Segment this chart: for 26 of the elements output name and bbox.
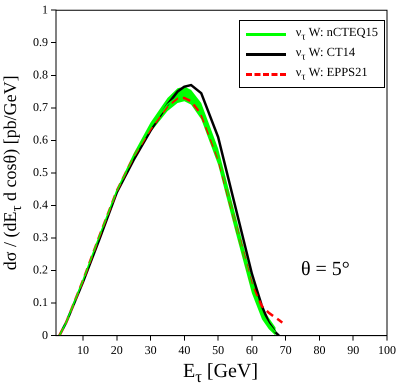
legend-label: ν$_{τ}$ W: EPPS21 <box>296 65 368 83</box>
y-tick-label: 0.4 <box>33 198 48 212</box>
x-tick-label: 20 <box>110 342 123 357</box>
y-tick-label: 0.1 <box>33 295 48 310</box>
annotation: θ = 5° <box>300 258 350 280</box>
legend-label: ν$_{τ}$ W: CT14 <box>296 45 356 63</box>
x-axis-title: E$_{τ}$ [GeV] <box>182 360 259 387</box>
x-tick-label: 70 <box>280 342 292 357</box>
y-tick-label: 0.3 <box>33 230 48 244</box>
y-tick-label: 0.8 <box>33 67 48 82</box>
y-tick-label: 0 <box>42 328 48 342</box>
y-tick-label: 0.9 <box>33 34 48 49</box>
x-tick-label: 40 <box>178 342 190 357</box>
x-tick-label: 30 <box>144 342 157 357</box>
x-tick-label: 10 <box>77 342 90 357</box>
x-tick-label: 60 <box>246 342 258 357</box>
x-tick-label: 90 <box>347 342 360 357</box>
x-tick-label: 100 <box>378 342 396 357</box>
y-tick-label: 0.7 <box>33 100 48 114</box>
y-tick-label: 1 <box>42 2 48 16</box>
x-tick-label: 50 <box>212 342 224 357</box>
x-tick-label: 80 <box>313 342 326 357</box>
y-tick-label: 0.6 <box>33 132 48 147</box>
legend-label: ν$_{τ}$ W: nCTEQ15 <box>296 25 378 43</box>
y-tick-label: 0.5 <box>33 165 48 180</box>
y-tick-label: 0.2 <box>33 262 48 277</box>
